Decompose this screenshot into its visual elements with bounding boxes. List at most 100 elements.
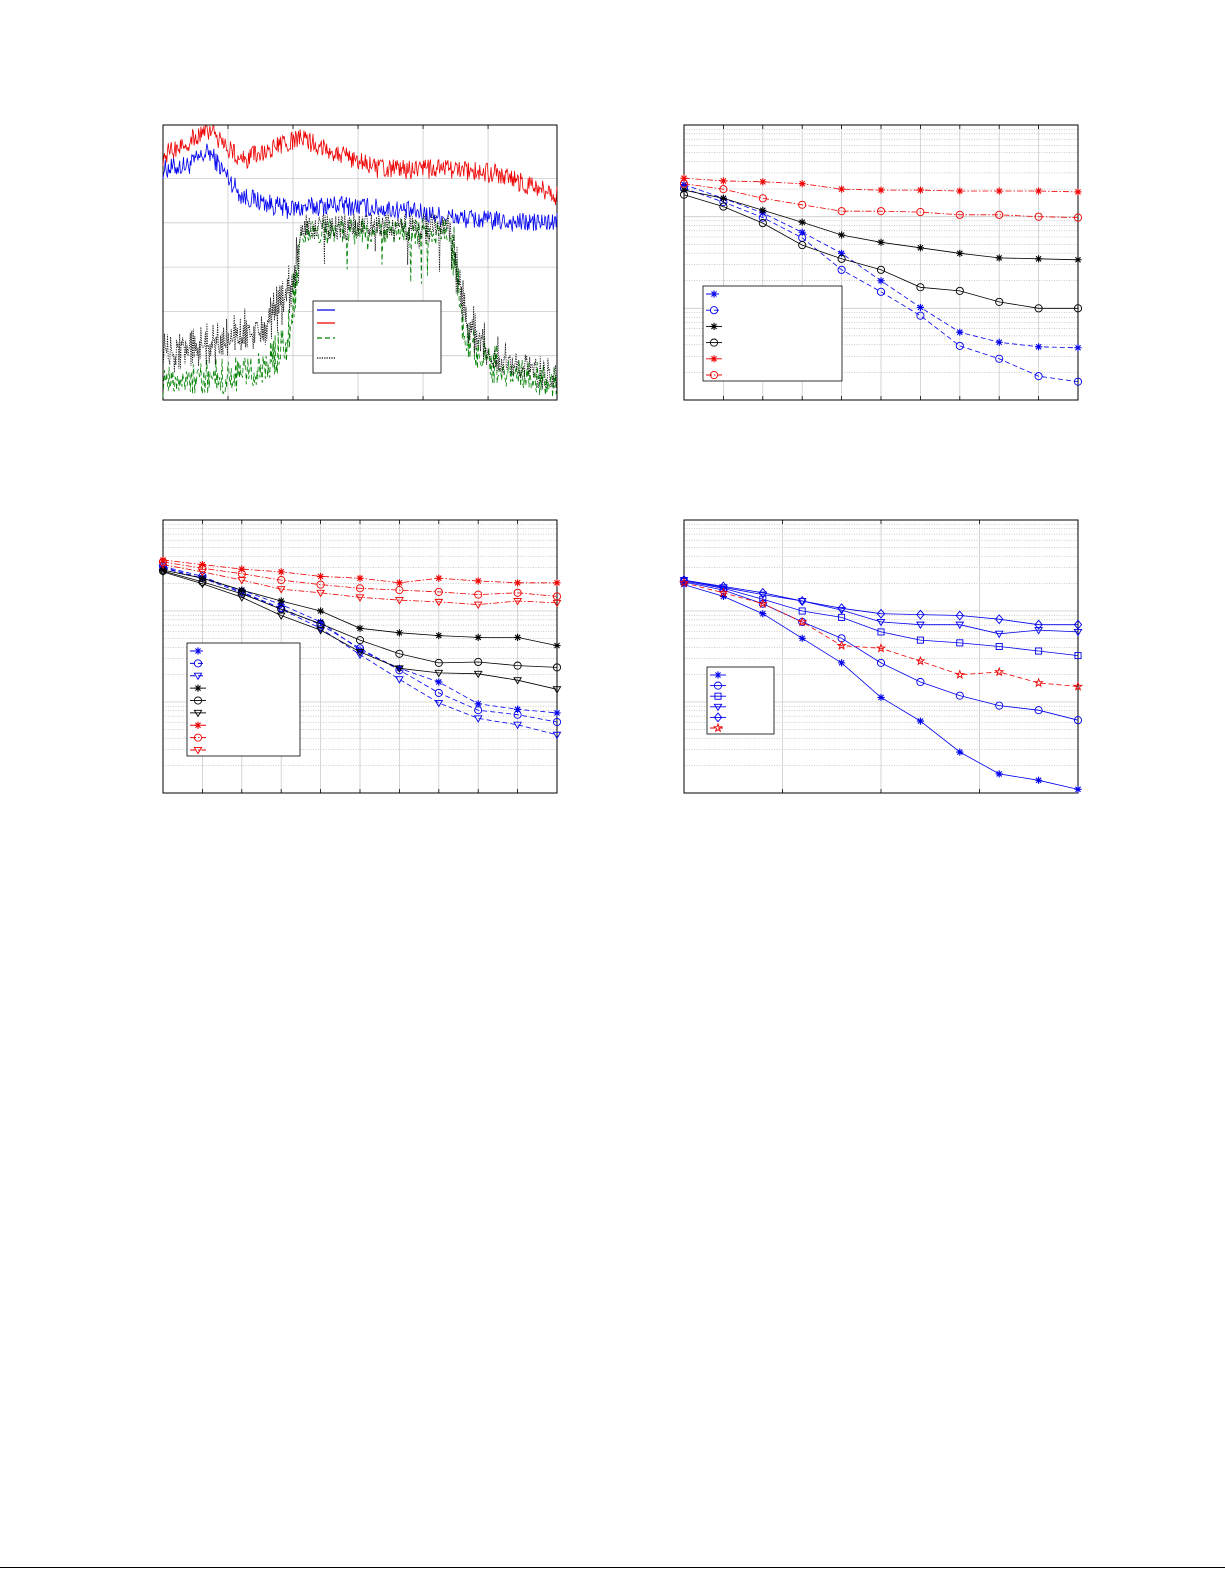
axes-box — [162, 519, 558, 794]
circle-marker — [955, 341, 964, 350]
square-marker — [759, 595, 767, 603]
star-marker — [759, 610, 767, 618]
series-8 — [158, 557, 562, 601]
triangle-marker — [552, 686, 562, 694]
circle-marker — [876, 287, 886, 296]
triangle-marker — [513, 598, 522, 606]
series-line-4 — [162, 213, 558, 390]
circle-marker — [916, 208, 925, 217]
star-marker — [474, 633, 482, 641]
star-marker — [194, 721, 202, 729]
triangle-marker — [276, 612, 286, 621]
star-marker — [395, 579, 403, 587]
circle-marker — [474, 706, 483, 715]
circle-marker — [1034, 372, 1043, 381]
star-marker — [435, 631, 443, 640]
star-marker — [710, 355, 718, 363]
star-marker — [474, 577, 482, 585]
star-marker — [356, 574, 364, 582]
legend — [702, 285, 843, 382]
triangle-marker — [158, 568, 168, 577]
star-marker — [719, 194, 727, 202]
circle-marker — [679, 190, 689, 199]
diamond-marker — [758, 587, 767, 598]
series-3 — [680, 186, 1082, 264]
circle-marker — [837, 207, 846, 216]
star-marker — [838, 231, 846, 239]
star-marker — [956, 748, 964, 756]
error-rate-chart-bottom-left — [158, 519, 562, 794]
pentagram-marker — [757, 598, 768, 609]
series-2 — [679, 184, 1083, 386]
circle-marker — [513, 588, 522, 597]
star-marker — [474, 700, 482, 708]
series-line — [162, 566, 558, 723]
square-marker — [995, 642, 1003, 651]
star-marker — [710, 322, 718, 330]
square-marker — [916, 636, 924, 644]
triangle-marker — [1034, 627, 1043, 635]
circle-marker — [876, 658, 886, 667]
circle-marker — [709, 306, 719, 315]
star-marker — [995, 338, 1003, 346]
circle-marker — [955, 286, 964, 295]
circle-marker — [1073, 213, 1083, 222]
square-marker — [798, 607, 806, 615]
triangle-marker — [552, 599, 562, 608]
circle-marker — [355, 584, 365, 593]
pentagram-marker — [678, 577, 690, 588]
triangle-marker — [276, 586, 286, 594]
pentagram-marker — [836, 640, 847, 650]
circle-marker — [434, 587, 443, 596]
triangle-marker — [395, 597, 404, 605]
star-marker — [680, 186, 688, 194]
triangle-marker — [876, 618, 886, 627]
triangle-marker — [355, 648, 365, 657]
star-marker — [1074, 188, 1082, 196]
series-line — [683, 194, 1078, 309]
star-marker — [916, 244, 924, 252]
star-marker — [719, 592, 727, 601]
triangle-marker — [719, 584, 728, 592]
pentagram-marker — [712, 722, 724, 733]
star-marker — [194, 684, 202, 692]
triangle-marker — [193, 709, 203, 718]
diamond-marker — [876, 608, 886, 619]
pentagram-marker — [994, 666, 1005, 677]
triangle-marker — [355, 594, 365, 602]
star-marker — [514, 705, 522, 713]
star-marker — [356, 624, 364, 632]
circle-marker — [395, 666, 404, 675]
star-marker — [956, 249, 964, 257]
star-marker — [916, 717, 924, 725]
pentagram-marker — [1072, 681, 1084, 691]
triangle-marker — [198, 568, 207, 577]
circle-marker — [434, 658, 443, 667]
star-marker — [714, 671, 722, 679]
star-marker — [759, 178, 767, 186]
triangle-marker — [158, 561, 168, 570]
triangle-marker — [193, 672, 203, 681]
star-marker — [159, 566, 167, 574]
series-6 — [678, 577, 1084, 691]
circle-marker — [193, 659, 203, 668]
triangle-marker — [434, 699, 444, 708]
series-line — [683, 581, 1079, 721]
circle-marker — [679, 179, 689, 188]
diamond-marker — [995, 614, 1004, 625]
series-2 — [679, 577, 1083, 725]
circle-marker — [395, 649, 404, 658]
circle-marker — [316, 580, 325, 589]
star-marker — [877, 186, 885, 194]
diamond-marker — [955, 610, 964, 621]
triangle-marker — [994, 630, 1004, 639]
diamond-marker — [837, 603, 846, 614]
page-footer-rule — [0, 1567, 1225, 1568]
series-line-2 — [162, 125, 558, 206]
circle-marker — [513, 710, 522, 719]
diamond-marker — [713, 712, 723, 723]
square-marker — [956, 639, 964, 647]
star-marker — [553, 709, 561, 717]
circle-marker — [193, 696, 203, 705]
circle-marker — [709, 338, 719, 347]
